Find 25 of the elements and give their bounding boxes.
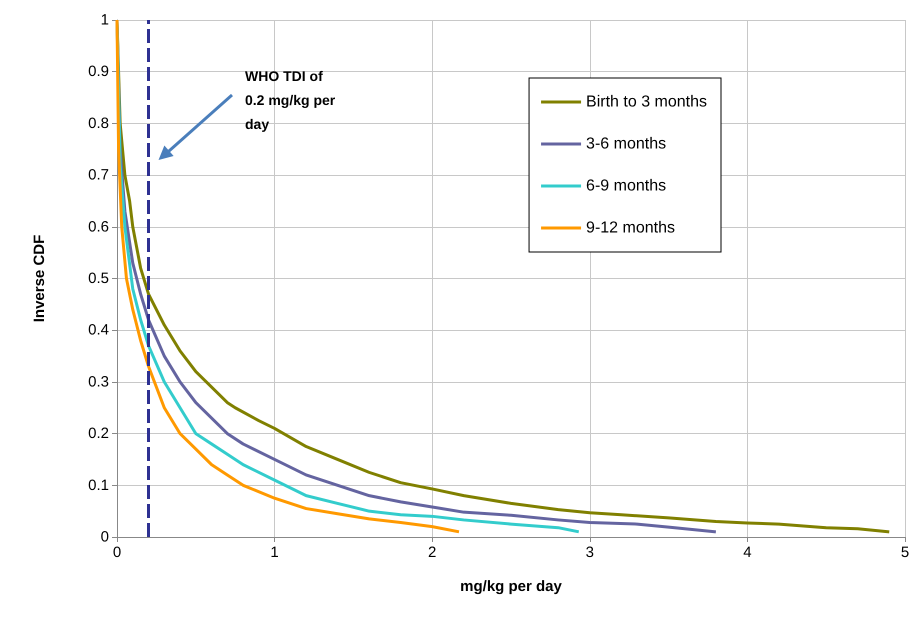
x-axis-title: mg/kg per day — [460, 578, 563, 595]
y-tick-label: 0.8 — [88, 114, 109, 132]
y-tick-label: 0 — [100, 528, 109, 546]
x-tick-label: 2 — [428, 544, 436, 561]
x-tick-label: 3 — [586, 544, 594, 561]
x-tick-label: 0 — [112, 544, 122, 561]
line-series — [116, 18, 460, 534]
y-tick-label: 0.6 — [88, 218, 109, 236]
legend-label: 9-12 months — [586, 220, 675, 236]
y-tick-label: 0.4 — [88, 322, 109, 339]
y-tick-label: 0.9 — [88, 63, 109, 80]
legend-label: 3-6 months — [586, 136, 666, 152]
y-axis-title: Inverse CDF — [31, 234, 48, 322]
legend-label: 6-9 months — [586, 178, 666, 194]
y-tick-label: 0.5 — [88, 270, 109, 287]
legend-label: Birth to 3 months — [586, 94, 708, 110]
y-tick-label: 0.2 — [88, 425, 109, 442]
y-tick-label: 1 — [100, 12, 109, 28]
annotation: WHO TDI of 0.2 mg/kg per day — [245, 68, 340, 132]
x-tick-label: 5 — [900, 544, 910, 561]
y-tick-label: 0.7 — [88, 166, 109, 184]
y-tick-label: 0.3 — [88, 373, 109, 390]
x-tick-label: 4 — [743, 544, 752, 561]
x-tick-label: 1 — [270, 544, 279, 561]
y-tick-label: 0.1 — [88, 476, 109, 494]
